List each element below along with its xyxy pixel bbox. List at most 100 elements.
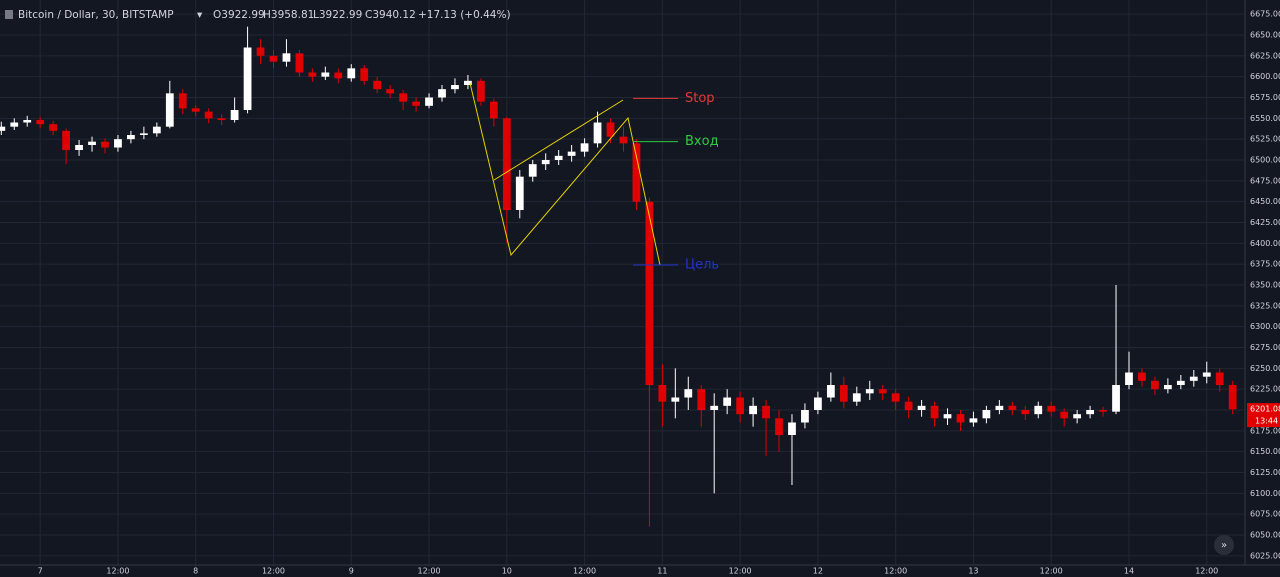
candle-body	[127, 135, 135, 140]
candle-body	[852, 393, 861, 402]
x-tick-label: 8	[193, 567, 198, 576]
candle-body	[1176, 380, 1185, 385]
wedge-upper-line	[493, 99, 624, 181]
candle-body	[593, 122, 602, 144]
symbol-icon	[5, 10, 13, 19]
x-tick-label: 11	[657, 567, 667, 576]
x-tick-label: 12:00	[106, 567, 129, 576]
candle-body	[1112, 385, 1120, 412]
scroll-icon[interactable]: »	[1221, 540, 1227, 551]
candle-body	[152, 126, 161, 134]
scroll-button[interactable]	[1214, 535, 1234, 555]
candle-body	[464, 80, 472, 85]
candle-body	[386, 89, 395, 94]
candle-body	[334, 72, 343, 79]
candle-body	[139, 133, 148, 135]
x-tick-label: 10	[502, 567, 512, 576]
candle-body	[1151, 380, 1159, 390]
candle-body	[697, 389, 706, 410]
x-tick-label: 12:00	[1040, 567, 1063, 576]
candle-body	[723, 397, 732, 406]
candle-body	[814, 397, 822, 410]
candle-body	[502, 118, 511, 210]
candle-body	[295, 53, 304, 73]
candle-body	[788, 422, 796, 435]
y-tick-label: 6175.00	[1250, 426, 1280, 435]
candle-body	[554, 155, 563, 160]
y-tick-label: 6100.00	[1250, 489, 1280, 498]
candle-body	[528, 164, 537, 177]
x-tick-label: 12:00	[884, 567, 907, 576]
y-tick-label: 6625.00	[1250, 51, 1280, 60]
x-tick-label: 12	[813, 567, 823, 576]
candle-body	[451, 85, 459, 90]
y-tick-label: 6300.00	[1250, 322, 1280, 331]
y-tick-label: 6650.00	[1250, 31, 1280, 40]
candle-body	[749, 405, 757, 415]
x-tick-label: 12:00	[573, 567, 596, 576]
candle-body	[762, 405, 770, 419]
candle-body	[943, 414, 952, 419]
x-tick-label: 7	[38, 567, 43, 576]
candle-body	[489, 101, 498, 119]
y-tick-label: 6275.00	[1250, 343, 1280, 352]
candle-body	[1008, 405, 1017, 410]
candle-body	[62, 130, 70, 150]
pattern-lines	[469, 82, 661, 266]
candle-body	[580, 143, 589, 152]
candle-body	[619, 136, 628, 144]
candle-body	[477, 80, 485, 102]
candle-body	[826, 385, 835, 398]
candle-body	[1215, 372, 1224, 385]
y-tick-label: 6600.00	[1250, 72, 1280, 81]
candle-body	[969, 418, 978, 423]
candle-body	[49, 124, 58, 131]
y-tick-label: 6050.00	[1250, 531, 1280, 540]
candle-body	[891, 393, 900, 402]
y-tick-label: 6150.00	[1250, 447, 1280, 456]
candle-body	[995, 405, 1004, 410]
candle-body	[165, 93, 174, 127]
candle-body	[645, 201, 654, 385]
candle-body	[1060, 411, 1069, 419]
candle-body	[347, 68, 356, 79]
candle-body	[775, 418, 783, 435]
candle-body	[1163, 385, 1172, 390]
candle-body	[1073, 414, 1082, 419]
x-tick-label: 13	[968, 567, 978, 576]
candle-body	[269, 55, 278, 62]
y-tick-label: 6250.00	[1250, 364, 1280, 373]
candle-body	[75, 145, 83, 150]
candle-body	[1047, 405, 1056, 412]
candle-body	[217, 118, 226, 120]
candle-body	[606, 122, 615, 137]
candle-body	[321, 72, 330, 77]
candle-body	[671, 397, 680, 402]
candle-body	[1189, 376, 1198, 381]
candle-body	[1138, 372, 1146, 381]
dropdown-arrow[interactable]: ▾	[197, 9, 203, 21]
ohlc-high: H3958.81	[263, 9, 314, 21]
wedge-outline	[469, 82, 661, 266]
candle-body	[839, 385, 848, 402]
candle-body	[412, 101, 420, 106]
y-tick-label: 6450.00	[1250, 197, 1280, 206]
y-tick-label: 6350.00	[1250, 281, 1280, 290]
candle-body	[23, 120, 32, 123]
x-tick-label: 12:00	[262, 567, 285, 576]
x-tick-label: 9	[349, 567, 354, 576]
y-tick-label: 6475.00	[1250, 176, 1280, 185]
symbol-title: Bitcoin / Dollar, 30, BITSTAMP	[18, 9, 174, 21]
candle-body	[10, 122, 19, 127]
y-tick-label: 6125.00	[1250, 468, 1280, 477]
candle-body	[178, 93, 187, 109]
candle-body	[1021, 410, 1030, 415]
candle-body	[567, 151, 576, 156]
candle-body	[904, 401, 913, 410]
candle-body	[230, 110, 239, 120]
candle-body	[256, 47, 265, 56]
y-tick-label: 6575.00	[1250, 93, 1280, 102]
x-tick-label: 12:00	[729, 567, 752, 576]
y-tick-label: 6425.00	[1250, 218, 1280, 227]
